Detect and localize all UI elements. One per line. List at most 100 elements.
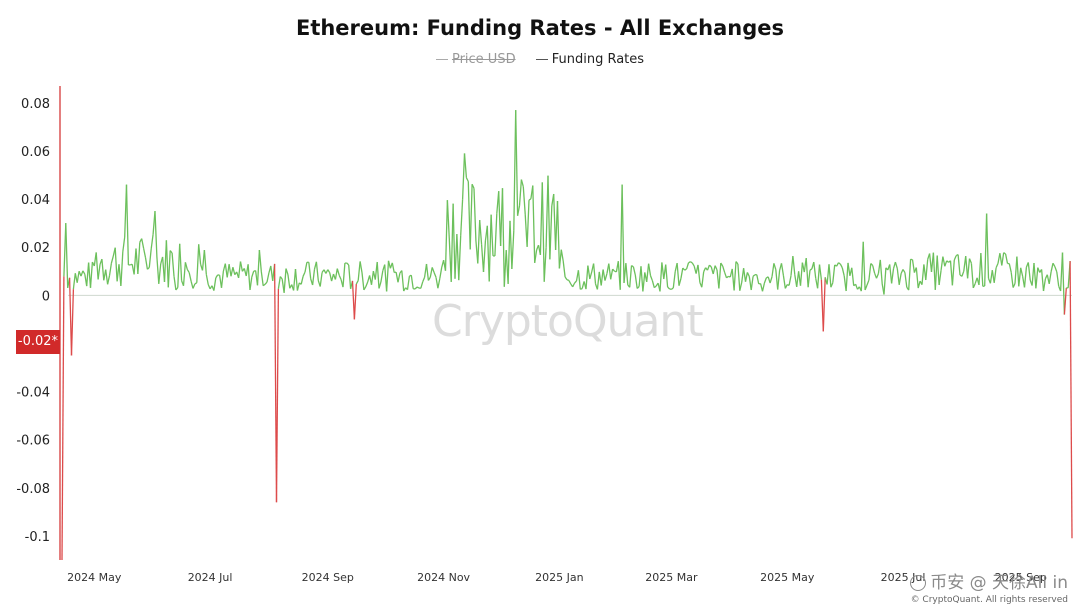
series-segment [262, 283, 266, 287]
series-segment [1012, 283, 1016, 288]
series-segment [156, 256, 160, 284]
series-segment [182, 262, 187, 286]
series-segment [864, 284, 868, 291]
series-segment [792, 256, 796, 275]
series-segment [788, 275, 792, 286]
series-segment [807, 270, 811, 288]
series-segment [669, 288, 672, 291]
series-segment [942, 256, 946, 267]
series-segment [830, 282, 834, 288]
series-segment [589, 271, 593, 280]
series-segment [910, 258, 913, 261]
series-segment [688, 261, 691, 264]
series-segment [737, 263, 741, 291]
series-segment [507, 220, 511, 284]
series-segment [549, 205, 553, 260]
series-segment [1033, 262, 1037, 289]
x-tick-label: 2024 May [67, 571, 122, 584]
series-segment [553, 193, 557, 251]
legend-item-funding-rates[interactable]: Funding Rates [535, 52, 644, 67]
series-segment [108, 263, 113, 276]
series-segment [780, 263, 785, 276]
series-segment [482, 240, 487, 273]
series-segment [380, 270, 384, 283]
footer-brand-text: 币安 @ 天徐All in [930, 573, 1068, 593]
series-segment [175, 287, 179, 291]
series-segment [473, 188, 477, 241]
series-segment [515, 110, 519, 216]
series-segment [944, 260, 948, 267]
series-segment [934, 255, 938, 290]
y-tick-label: -0.04 [16, 386, 50, 401]
series-segment [690, 261, 693, 264]
series-segment [348, 264, 352, 289]
series-segment [556, 200, 561, 269]
series-segment [82, 270, 86, 275]
series-segment [308, 262, 312, 279]
series-segment [993, 267, 997, 283]
series-segment [883, 267, 887, 295]
series-segment [1016, 256, 1020, 287]
series-segment [142, 248, 147, 258]
series-segment [522, 186, 526, 215]
series-segment [836, 262, 840, 267]
series-segment [275, 288, 280, 503]
series-segment [995, 263, 999, 269]
series-segment [756, 274, 760, 285]
series-segment [610, 268, 614, 280]
series-segment [346, 262, 350, 266]
series-segment [165, 240, 169, 288]
series-segment [260, 271, 264, 286]
series-segment [984, 213, 988, 287]
series-segment [739, 282, 743, 291]
y-tick-label: 0.02 [21, 241, 50, 256]
series-segment [461, 153, 466, 200]
series-segment [353, 283, 357, 320]
series-segment [311, 269, 316, 286]
series-segment [192, 283, 196, 289]
series-segment [1020, 267, 1024, 277]
x-axis: 2024 May 2024 Jul 2024 Sep 2024 Nov 2025 Jan… [67, 571, 1047, 584]
series-segment [279, 276, 283, 280]
series-segment [602, 269, 606, 281]
series-segment [763, 277, 767, 284]
series-segment [659, 262, 663, 292]
series-segment [870, 263, 874, 266]
series-segment [816, 264, 821, 289]
series-segment [799, 262, 804, 286]
series-segment [416, 286, 420, 289]
series-segment [813, 262, 817, 279]
series-segment [363, 286, 367, 291]
legend-line-icon [435, 59, 448, 60]
series-segment [89, 261, 94, 288]
series-segment [342, 263, 346, 288]
series-segment [915, 267, 919, 289]
legend-item-price-usd[interactable]: Price USD [435, 52, 516, 67]
series-segment [110, 255, 114, 264]
footer-copyright: © CryptoQuant. All rights reserved [910, 595, 1068, 605]
x-tick-label: 2024 Sep [302, 571, 354, 584]
series-segment [501, 188, 505, 287]
series-segment [76, 271, 80, 283]
series-segment [190, 281, 194, 289]
series-segment [651, 280, 655, 288]
series-segment [198, 244, 202, 265]
series-segment [562, 260, 566, 278]
series-segment [230, 267, 234, 277]
series-segment [336, 268, 340, 276]
series-segment [65, 223, 69, 288]
series-segment [355, 280, 359, 285]
series-segment [936, 255, 940, 286]
series-segment [338, 274, 342, 280]
series-segment [805, 258, 809, 288]
series-segment [596, 271, 600, 290]
series-segment [120, 251, 124, 287]
series-segment [733, 261, 737, 291]
series-segment [832, 264, 836, 283]
series-segment [1052, 262, 1056, 268]
series-segment [661, 262, 665, 280]
series-segment [854, 283, 859, 290]
series-segment [1040, 269, 1045, 292]
series-segment [106, 275, 111, 285]
